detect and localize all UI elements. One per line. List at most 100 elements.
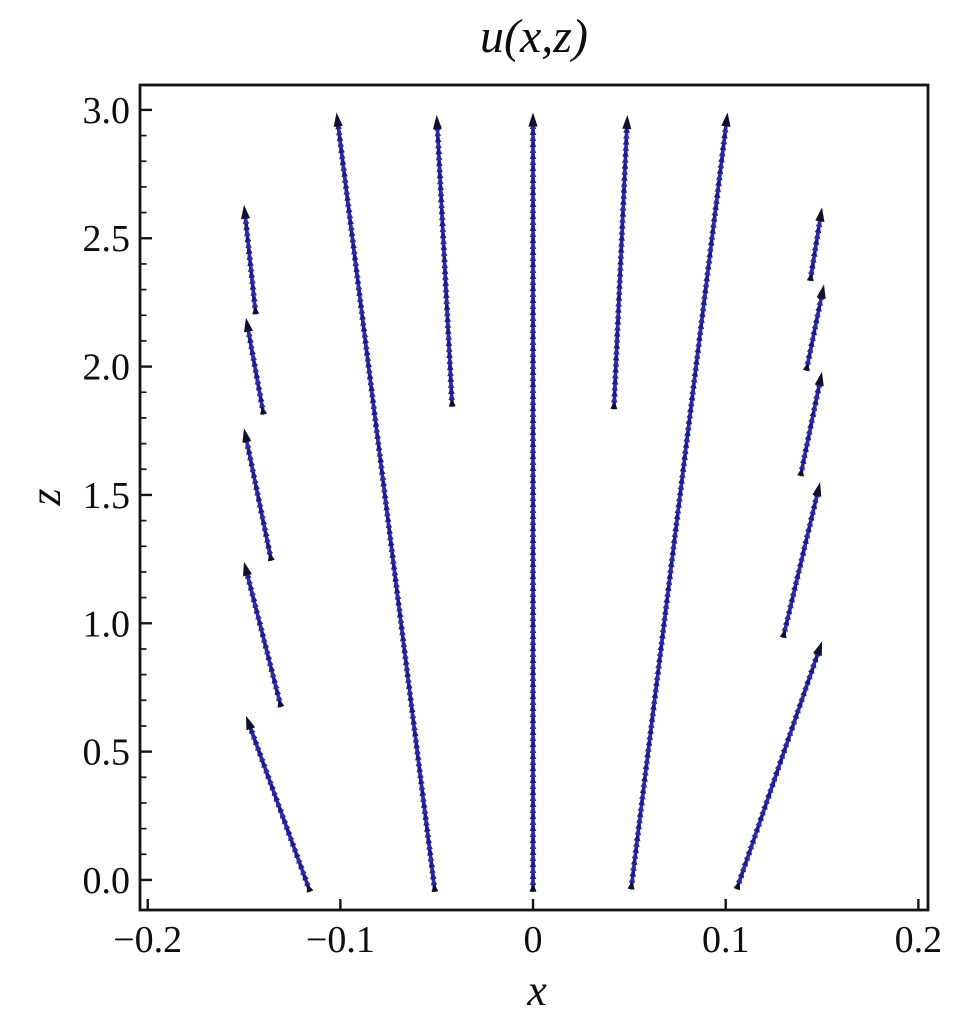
arrow-bead <box>662 601 670 609</box>
arrow-bead <box>711 208 719 216</box>
arrow-tail <box>627 881 635 890</box>
arrow-bead <box>790 716 797 725</box>
arrow-bead <box>249 347 256 356</box>
arrow-bead <box>411 722 418 731</box>
arrow-bead <box>622 137 630 145</box>
arrow-bead <box>715 178 722 187</box>
arrow-bead <box>529 151 537 159</box>
arrow-bead <box>264 646 271 655</box>
arrow-bead <box>265 771 272 780</box>
arrow-bead <box>529 403 537 411</box>
arrow-bead <box>294 850 301 859</box>
arrow-bead <box>696 333 703 341</box>
arrow-bead <box>376 449 384 457</box>
arrow-bead <box>259 400 266 409</box>
arrow-bead <box>796 699 803 708</box>
arrow-bead <box>662 607 669 615</box>
arrow-bead <box>391 562 398 570</box>
arrow-bead <box>529 469 537 477</box>
arrow-bead <box>263 765 270 774</box>
arrow-bead <box>778 750 785 759</box>
arrow-bead <box>438 194 445 203</box>
arrow-bead <box>813 391 820 400</box>
arrow-bead <box>631 851 639 859</box>
arrow-bead <box>346 210 354 219</box>
arrow-bead <box>348 222 355 231</box>
arrow-bead <box>373 425 381 433</box>
arrow-bead <box>647 726 654 734</box>
arrow-bead <box>765 790 772 799</box>
arrow-head <box>243 561 252 577</box>
arrow-head <box>813 641 822 656</box>
arrow-bead <box>375 437 382 445</box>
arrow-bead <box>652 684 659 693</box>
arrow-bead <box>363 341 370 350</box>
vector-arrow <box>246 715 314 893</box>
arrow-bead <box>276 693 283 702</box>
arrow-bead <box>643 755 650 764</box>
arrow-bead <box>613 335 621 343</box>
arrow-bead <box>253 737 260 746</box>
arrow-bead <box>658 636 665 645</box>
arrow-bead <box>529 655 537 663</box>
arrow-bead <box>529 541 537 549</box>
arrow-bead <box>442 284 450 293</box>
arrow-bead <box>420 794 427 803</box>
arrow-bead <box>345 204 353 213</box>
y-tick-label: 0.0 <box>83 860 131 902</box>
arrow-bead <box>640 779 648 788</box>
arrow-bead <box>275 799 283 808</box>
arrow-bead <box>673 511 681 520</box>
arrow-bead <box>710 220 717 228</box>
arrow-bead <box>255 611 262 620</box>
arrow-bead <box>336 133 344 142</box>
arrow-bead <box>248 582 255 591</box>
arrow-bead <box>709 226 716 234</box>
arrow-bead <box>529 871 537 879</box>
arrow-bead <box>620 185 628 193</box>
vector-arrow <box>779 482 822 639</box>
arrow-bead <box>684 428 691 437</box>
chart-title: u(x,z) <box>480 10 588 63</box>
arrow-bead <box>712 202 719 210</box>
arrow-bead <box>442 272 449 281</box>
arrow-bead <box>529 643 537 651</box>
arrow-bead <box>436 164 443 173</box>
arrow-bead <box>621 167 628 175</box>
arrow-bead <box>435 152 443 161</box>
arrow-bead <box>792 711 799 720</box>
arrow-bead <box>529 757 537 765</box>
arrow-bead <box>705 255 713 264</box>
arrow-bead <box>367 377 375 386</box>
arrow-bead <box>642 761 650 770</box>
arrow-bead <box>739 864 746 873</box>
arrow-bead <box>382 490 389 499</box>
arrow-bead <box>529 775 537 783</box>
arrow-bead <box>529 877 537 885</box>
arrow-bead <box>360 324 368 332</box>
arrow-bead <box>689 386 696 395</box>
arrow-head <box>241 204 251 220</box>
arrow-tail <box>797 468 804 477</box>
arrow-bead <box>686 410 693 419</box>
arrow-bead <box>385 514 392 523</box>
arrow-bead <box>441 266 449 275</box>
arrow-bead <box>747 841 754 850</box>
arrow-bead <box>781 623 788 632</box>
arrow-bead <box>242 216 250 225</box>
arrow-bead <box>446 350 453 359</box>
vector-arrow <box>627 112 731 890</box>
arrow-bead <box>252 476 259 485</box>
arrow-bead <box>302 872 309 881</box>
arrow-bead <box>529 187 537 195</box>
arrow-bead <box>529 823 537 831</box>
arrow-bead <box>803 438 810 447</box>
arrow-tail <box>448 398 456 407</box>
arrow-bead <box>412 734 420 743</box>
arrow-bead <box>259 754 266 763</box>
arrow-bead <box>340 163 348 172</box>
arrow-bead <box>395 597 402 606</box>
arrow-bead <box>698 315 705 324</box>
arrow-bead <box>678 476 685 484</box>
arrow-bead <box>529 433 537 441</box>
